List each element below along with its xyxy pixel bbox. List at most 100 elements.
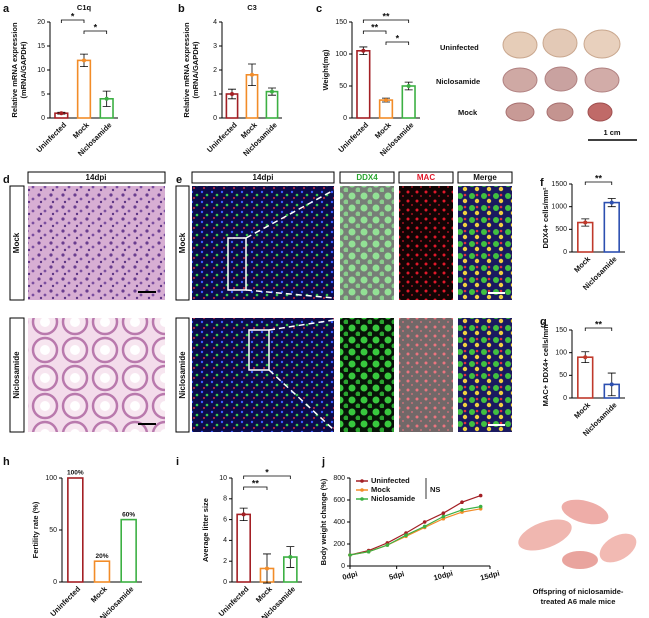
scale-label: 1 cm <box>603 128 620 137</box>
y-axis-label: MAC+ DDX4+ cells/mm² <box>541 321 550 406</box>
panel-letter: i <box>176 456 179 468</box>
testis <box>502 31 538 59</box>
header: DDX4 <box>356 173 378 182</box>
x-tick-label: Mock <box>572 254 593 275</box>
x-tick-label: Uninfected <box>205 120 239 154</box>
row-label: Mock <box>12 232 21 253</box>
y-axis-label: Weight(mg) <box>321 49 330 91</box>
panel-letter: b <box>178 3 185 15</box>
x-tick-label: Mock <box>373 120 394 141</box>
micrograph <box>28 186 165 300</box>
y-tick-label: 10 <box>37 67 45 74</box>
panel-letter: a <box>3 3 10 15</box>
y-tick-label: 0 <box>563 395 567 402</box>
header-box <box>339 171 395 184</box>
y-tick-label: 100 <box>335 51 347 58</box>
legend-swatch <box>360 488 364 492</box>
micrograph <box>458 318 512 432</box>
zoom-line <box>245 189 335 239</box>
y-tick-label: 20 <box>37 19 45 26</box>
mean-dot <box>250 72 254 77</box>
y-tick-label: 0 <box>341 563 345 570</box>
testis-photos: Uninfected Niclosamide Mock 1 cm <box>436 28 637 141</box>
y-tick-label: 4 <box>223 537 227 544</box>
photo-row-label: Niclosamide <box>436 77 480 86</box>
histology: 14dpi Mock Niclosamide <box>9 171 166 433</box>
header-box <box>27 171 166 184</box>
x-tick-label: 15dpi <box>479 569 500 583</box>
series-point <box>385 543 390 547</box>
y-axis-label: Relative mRNA expression <box>182 22 191 118</box>
x-tick-label: Mock <box>254 584 275 605</box>
panel-letter: g <box>540 316 547 328</box>
annotation: NS <box>430 485 440 494</box>
y-tick-label: 1 <box>213 91 217 98</box>
significance: * <box>71 11 75 21</box>
mean-dot <box>406 84 411 88</box>
y-axis-label: DDX4+ cells/mm² <box>541 187 550 249</box>
micrograph <box>458 186 512 300</box>
y-tick-label: 800 <box>333 475 345 482</box>
photo-row-label: Uninfected <box>440 43 479 52</box>
y-tick-label: 6 <box>223 516 227 523</box>
significance-bracket <box>243 475 291 479</box>
y-tick-label: 150 <box>555 327 567 334</box>
header: 14dpi <box>253 173 274 182</box>
testis <box>587 102 613 122</box>
pup <box>562 551 598 569</box>
header-box <box>191 171 335 184</box>
y-axis-label: Relative mRNA expression <box>10 22 19 118</box>
row-box <box>9 185 25 301</box>
fluorescence: 14dpi DDX4 MAC Merge Mock Niclosamide <box>175 171 513 433</box>
significance: * <box>396 33 400 43</box>
y-tick-label: 0 <box>53 579 57 586</box>
testis <box>544 66 578 92</box>
y-tick-label: 200 <box>333 541 345 548</box>
zoom-box <box>248 329 270 371</box>
y-tick-label: 5 <box>41 91 45 98</box>
mean-dot <box>609 382 614 387</box>
row-label: Niclosamide <box>12 351 21 399</box>
x-tick-label: Mock <box>572 400 593 421</box>
significance-bracket <box>584 327 613 331</box>
y-axis-label: (mRNA/GAPDH) <box>191 41 200 99</box>
bar <box>236 513 251 583</box>
panel-letter: d <box>3 174 10 186</box>
series-point <box>404 533 408 537</box>
x-tick-label: 5dpi <box>388 569 405 582</box>
legend-label: Niclosamide <box>371 494 415 503</box>
zoom-line <box>268 319 335 331</box>
series-point <box>348 553 352 557</box>
y-tick-label: 1000 <box>551 204 567 211</box>
series-point <box>441 511 446 515</box>
value-label: 20% <box>95 553 108 560</box>
significance: ** <box>595 173 603 183</box>
significance-bracket <box>362 19 410 23</box>
y-tick-label: 50 <box>339 83 347 90</box>
y-axis-label: Fertility rate (%) <box>31 501 40 558</box>
mean-dot <box>583 355 588 360</box>
mean-dot <box>59 111 64 116</box>
testis <box>542 28 578 58</box>
mean-dot <box>104 96 109 101</box>
micrograph <box>340 186 394 300</box>
micrograph <box>28 318 165 432</box>
significance: ** <box>595 319 603 329</box>
row-label: Mock <box>178 232 187 253</box>
significance-bracket <box>385 41 410 45</box>
chart-title: C1q <box>77 3 92 12</box>
bar <box>76 59 92 119</box>
series-point <box>460 500 464 505</box>
series-point <box>460 508 464 512</box>
y-tick-label: 50 <box>559 372 567 379</box>
y-axis-label: Body weight change (%) <box>319 478 328 565</box>
significance-bracket <box>362 30 387 34</box>
y-tick-label: 0 <box>213 115 217 122</box>
testis <box>584 67 620 93</box>
y-tick-label: 10 <box>219 475 227 482</box>
y-tick-label: 15 <box>37 43 45 50</box>
y-axis-label: (mRNA/GAPDH) <box>19 41 28 99</box>
x-tick-label: Mock <box>89 584 110 605</box>
row-box <box>9 317 25 433</box>
y-tick-label: 8 <box>223 496 227 503</box>
